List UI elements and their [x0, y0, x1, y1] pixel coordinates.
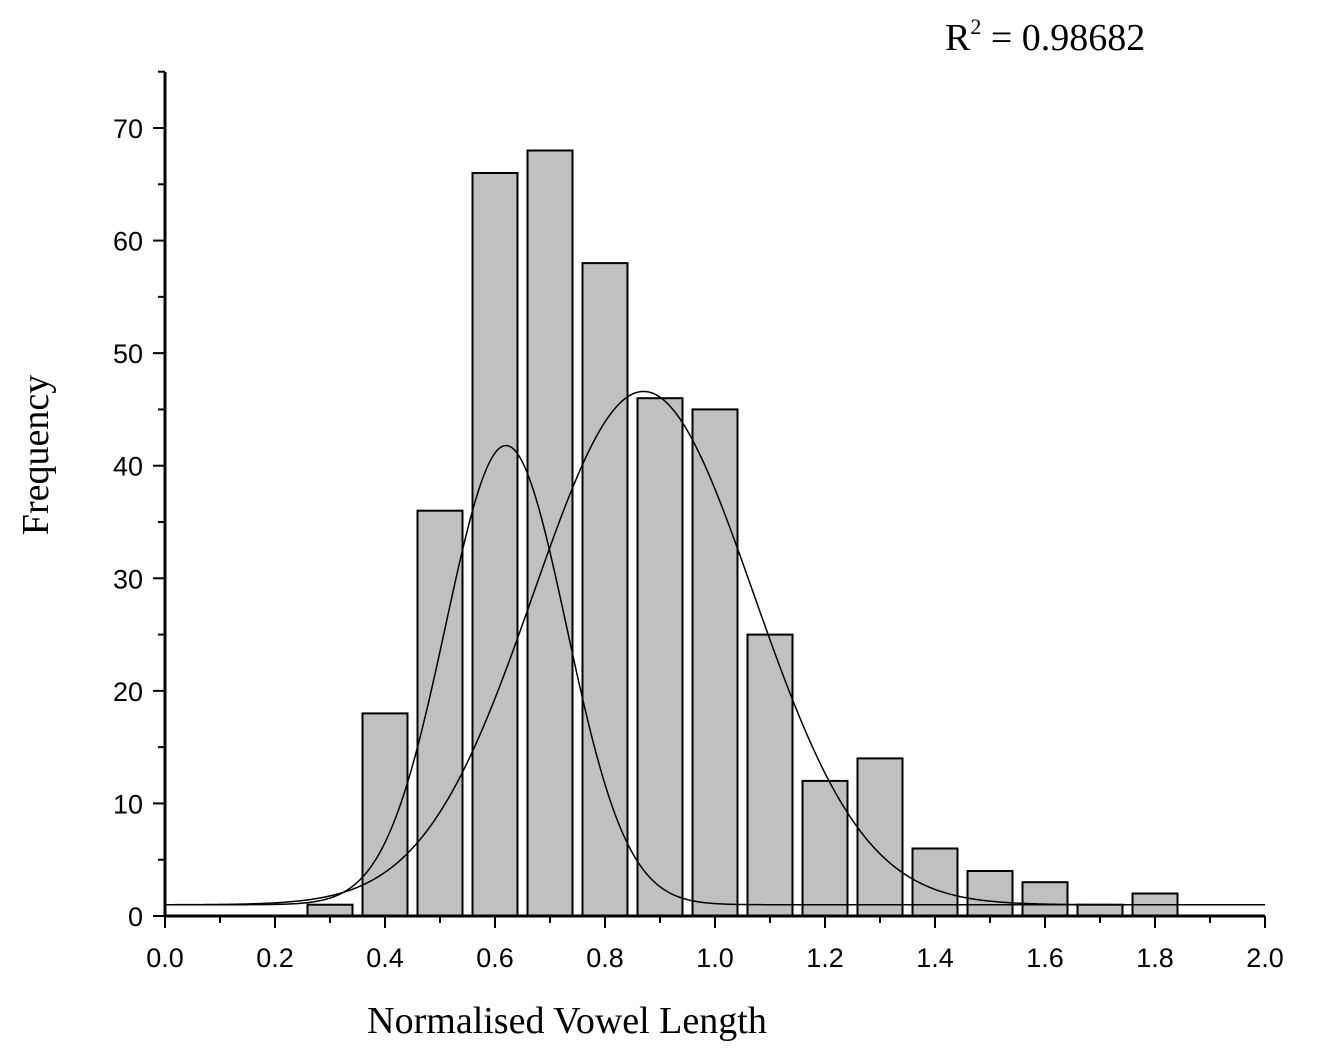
gaussian-fit-curve [165, 390, 1265, 906]
histogram-bar [746, 633, 794, 917]
histogram-bar [306, 903, 354, 918]
histogram-bar [966, 870, 1014, 917]
x-tick-label: 0.4 [366, 943, 404, 973]
fit-curves-layer [165, 390, 1265, 906]
r-squared-base: R [945, 17, 971, 59]
x-tick-label: 0.6 [476, 943, 514, 973]
histogram-bar [361, 712, 409, 918]
x-tick-label: 0.8 [586, 943, 624, 973]
histogram-bar [526, 149, 574, 917]
y-tick-label: 10 [113, 789, 143, 819]
x-tick-label: 0.0 [146, 943, 184, 973]
histogram-bar [691, 408, 739, 917]
r-squared-annotation: R2 = 0.98682 [945, 14, 1145, 59]
histogram-bar [581, 262, 629, 918]
histogram-bar [1021, 881, 1069, 918]
y-tick-label: 0 [128, 902, 143, 932]
y-tick-label: 30 [113, 564, 143, 594]
axes-layer: 0.0 0.2 0.4 0.6 0.8 1.0 1.2 1.4 1.6 1.8 2.0 0 10 20 30… [113, 70, 1284, 973]
x-tick-label: 2.0 [1246, 943, 1284, 973]
r-squared-superscript: 2 [970, 14, 981, 39]
histogram-bar [416, 509, 464, 917]
x-tick-label: 1.8 [1136, 943, 1174, 973]
x-tick-label: 1.2 [806, 943, 844, 973]
y-tick-label: 70 [113, 114, 143, 144]
y-tick-label: 40 [113, 452, 143, 482]
bars-layer [306, 149, 1179, 918]
x-axis-title: Normalised Vowel Length [367, 1000, 767, 1042]
histogram-bar [471, 172, 519, 917]
labels-layer: Frequency Normalised Vowel Length R2 = 0… [15, 14, 1145, 1042]
x-tick-label: 1.4 [916, 943, 954, 973]
y-tick-label: 60 [113, 227, 143, 257]
histogram-bar [1076, 903, 1124, 918]
y-tick-label: 50 [113, 339, 143, 369]
y-tick-label: 20 [113, 677, 143, 707]
y-axis-title: Frequency [15, 375, 57, 535]
r-squared-value: = 0.98682 [981, 17, 1145, 59]
histogram-bar [636, 397, 684, 917]
x-tick-label: 1.6 [1026, 943, 1064, 973]
x-tick-label: 0.2 [256, 943, 294, 973]
histogram-bar [801, 779, 849, 918]
x-tick-label: 1.0 [696, 943, 734, 973]
